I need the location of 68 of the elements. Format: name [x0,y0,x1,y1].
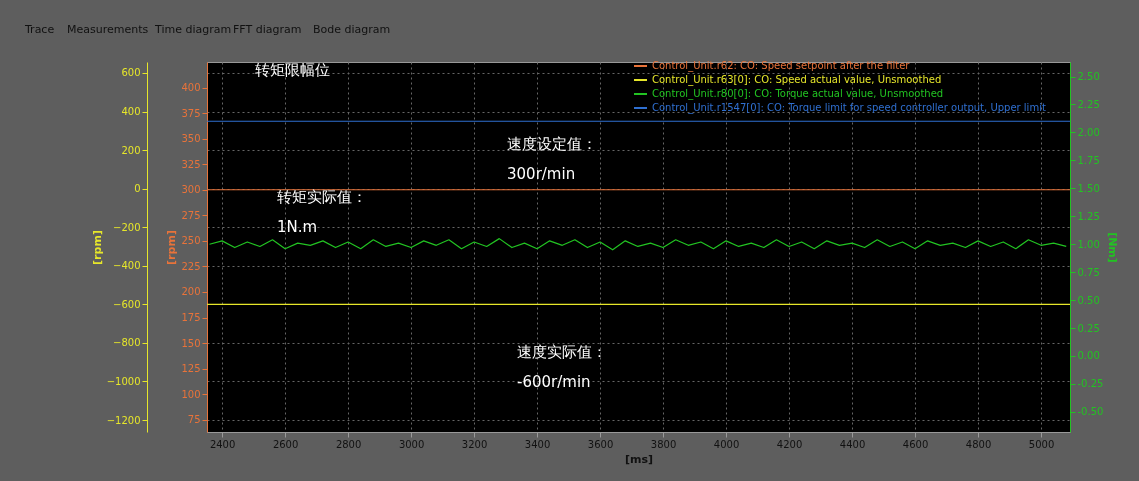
y2-tick-label: −1200 [106,414,141,426]
y2-axis-title: [rpm] [90,230,104,265]
x-tick-label: 3600 [587,438,614,450]
y-axis-title: [rpm] [165,230,179,265]
y3-tick-label: -0.50 [1077,406,1104,418]
legend-label: Control_Unit.r1547[0]: CO: Torque limit for speed controller output, Upper limit [652,102,1046,114]
y-tick-label: 75 [187,414,201,426]
text: Measurements [67,23,149,36]
y3-tick-label: 1.75 [1077,154,1100,166]
y-tick-label: 275 [181,209,201,221]
x-tick-label: 4200 [776,438,803,450]
y3-tick-label: 2.25 [1077,98,1100,110]
y-tick-label: 125 [181,363,201,375]
y-tick-label: 175 [181,312,201,324]
y3-tick-label: 0.50 [1077,294,1100,306]
x-tick-label: 3400 [524,438,551,450]
y3-tick-label: 0.75 [1077,266,1100,278]
x-tick-label: 2800 [335,438,362,450]
legend-label: Control_Unit.r62: CO: Speed setpoint after the filter [652,60,911,72]
y3-tick-label: 2.50 [1077,71,1100,83]
x-tick-label: 4400 [839,438,866,450]
y2-tick-label: 0 [134,183,141,195]
y3-tick-label: 2.00 [1077,126,1100,138]
y-tick-label: 300 [181,184,201,196]
y3-tick-label: 1.50 [1077,182,1100,194]
y3-axis-title: [Nm] [1106,232,1120,263]
y-tick-label: 375 [181,107,201,119]
y-tick-label: 250 [181,235,201,247]
text: Bode diagram [313,23,391,36]
y-tick-label: 100 [181,388,201,400]
x-tick-label: 4800 [965,438,992,450]
annotation: 转矩实际值： 1N.m [277,188,367,236]
text: Trace [24,23,55,36]
y2-tick-label: 200 [121,144,141,156]
annotation: 转矩限幅位 [255,61,330,79]
y3-tick-label: -0.25 [1077,378,1104,390]
x-tick-label: 3000 [398,438,425,450]
y-tick-label: 400 [181,82,201,94]
legend-label: Control_Unit.r63[0]: CO: Speed actual value, Unsmoothed [652,74,942,86]
y-tick-label: 350 [181,133,201,145]
y3-tick-label: 0.00 [1077,350,1100,362]
y2-tick-label: 400 [121,106,141,118]
y3-tick-label: 1.00 [1077,238,1100,250]
y2-tick-label: −800 [113,337,141,349]
legend-label: Control_Unit.r80[0]: CO: Torque actual value, Unsmoothed [652,88,944,100]
y-tick-label: 325 [181,158,201,170]
x-tick-label: 3200 [461,438,488,450]
x-tick-label: 4600 [902,438,929,450]
x-tick-label: 2400 [209,438,236,450]
annotation: 速度实际值： -600r/min [517,343,607,391]
x-tick-label: 2600 [272,438,299,450]
y3-tick-label: 0.25 [1077,322,1100,334]
text: FFT diagram [233,23,302,36]
y3-tick-label: 1.25 [1077,210,1100,222]
x-tick-label: 5000 [1028,438,1055,450]
annotation: 速度设定值： 300r/min [507,135,597,183]
x-tick-label: 4000 [713,438,740,450]
y-tick-label: 200 [181,286,201,298]
x-tick-label: 3800 [650,438,677,450]
y2-tick-label: 600 [121,67,141,79]
y2-tick-label: −200 [113,221,141,233]
y-tick-label: 150 [181,337,201,349]
y2-tick-label: −600 [113,298,141,310]
x-axis-title: [ms] [624,452,654,466]
y-tick-label: 225 [181,260,201,272]
text: Time diagram [154,23,232,36]
y2-tick-label: −1000 [106,375,141,387]
y2-tick-label: −400 [113,260,141,272]
